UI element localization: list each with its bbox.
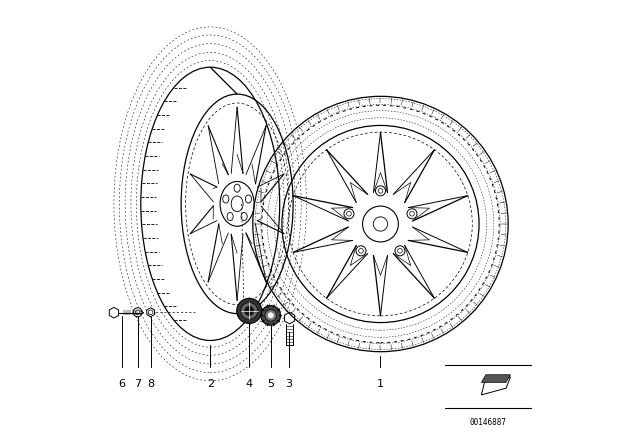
- Text: 8: 8: [148, 379, 155, 388]
- Text: 7: 7: [134, 379, 141, 388]
- Circle shape: [237, 298, 262, 323]
- Circle shape: [268, 313, 273, 318]
- Text: 3: 3: [285, 379, 292, 388]
- Text: 4: 4: [246, 379, 253, 388]
- Circle shape: [244, 306, 253, 315]
- Text: 2: 2: [207, 379, 214, 388]
- Text: 6: 6: [118, 379, 125, 388]
- Text: 1: 1: [377, 379, 384, 388]
- Text: 5: 5: [268, 379, 274, 388]
- Text: 00146887: 00146887: [470, 418, 506, 426]
- Circle shape: [241, 302, 258, 319]
- Polygon shape: [481, 377, 511, 395]
- Circle shape: [265, 310, 276, 321]
- Circle shape: [261, 306, 280, 325]
- Polygon shape: [481, 375, 511, 383]
